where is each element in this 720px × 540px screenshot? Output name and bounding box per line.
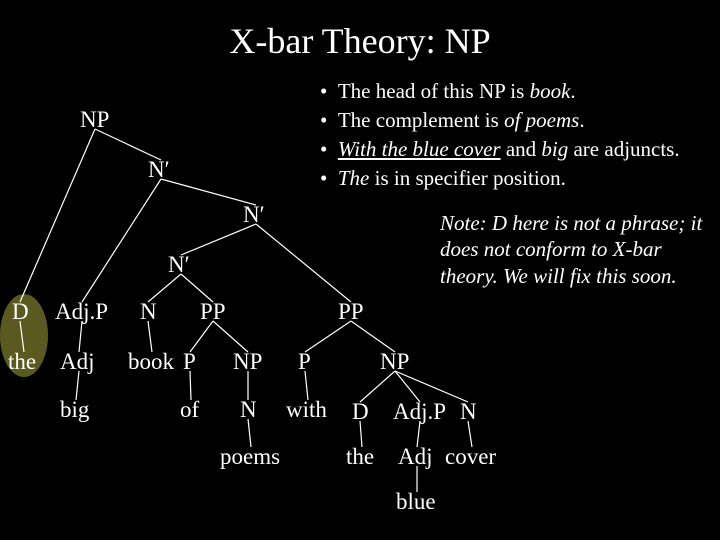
tree-node-poems: poems	[220, 445, 280, 468]
tree-node-NP1: NP	[233, 350, 262, 373]
tree-node-cover: cover	[445, 445, 496, 468]
tree-node-big: big	[60, 398, 89, 421]
bullet-3: • With the blue cover and big are adjunc…	[320, 136, 720, 163]
bullet-1: • The head of this NP is book.	[320, 78, 720, 105]
tree-node-AdjP2: Adj.P	[393, 400, 446, 423]
tree-node-Adj1: Adj	[60, 350, 95, 373]
tree-node-P2: P	[298, 350, 311, 373]
tree-node-Nbar1: N′	[148, 158, 170, 181]
tree-node-NP_root: NP	[80, 108, 109, 131]
bullet-4: • The is in specifier position.	[320, 165, 720, 192]
tree-node-D: D	[12, 300, 29, 323]
bullet-2: • The complement is of poems.	[320, 107, 720, 134]
tree-node-of: of	[180, 398, 199, 421]
tree-node-AdjP1: Adj.P	[55, 300, 108, 323]
tree-node-blue: blue	[396, 490, 436, 513]
tree-node-N3: N	[460, 400, 477, 423]
tree-node-N1: N	[140, 300, 157, 323]
tree-node-Adj2: Adj	[398, 445, 433, 468]
tree-node-book: book	[128, 350, 174, 373]
tree-node-Nbar2: N′	[243, 203, 265, 226]
tree-node-D2: D	[352, 400, 369, 423]
tree-node-the1: the	[8, 350, 36, 373]
tree-node-Nbar3: N′	[168, 253, 190, 276]
tree-node-with: with	[286, 398, 327, 421]
tree-node-NP2: NP	[380, 350, 409, 373]
tree-node-N2: N	[240, 398, 257, 421]
tree-node-PP1: PP	[200, 300, 226, 323]
tree-node-PP2: PP	[338, 300, 364, 323]
page-title: X-bar Theory: NP	[0, 20, 720, 62]
note-text: Note: D here is not a phrase; it does no…	[440, 210, 720, 289]
bullet-list: • The head of this NP is book. • The com…	[320, 78, 720, 194]
tree-node-P1: P	[183, 350, 196, 373]
tree-node-the2: the	[346, 445, 374, 468]
